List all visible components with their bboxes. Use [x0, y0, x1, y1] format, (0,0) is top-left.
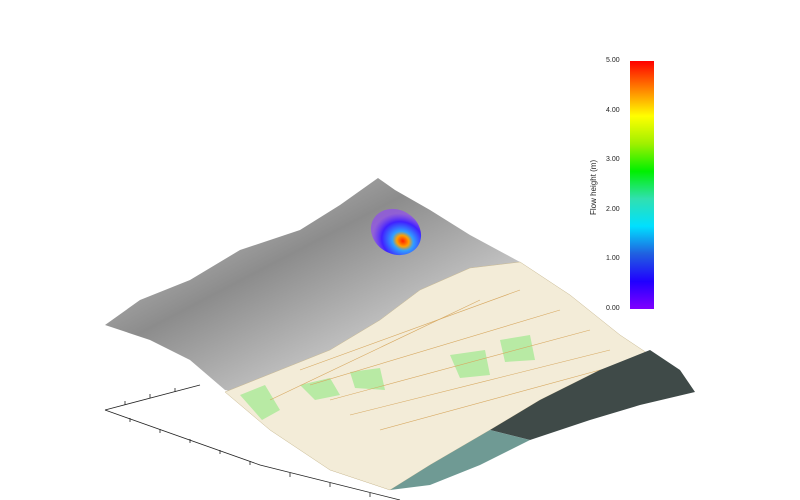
colorbar-title: Flow height (m) — [589, 159, 598, 215]
colorbar-gradient — [630, 61, 654, 309]
colorbar-tick-label: 4.00 — [606, 106, 620, 114]
flow-height-field — [370, 208, 422, 256]
colorbar-tick-label: 2.00 — [606, 205, 620, 213]
forest-areas — [240, 335, 535, 420]
colorbar-tick-label: 3.00 — [606, 156, 620, 164]
contour-lines — [269, 289, 611, 431]
colorbar-tick-label: 5.00 — [606, 57, 620, 64]
lake-area — [390, 430, 530, 490]
coordinate-axes — [104, 384, 401, 500]
aerial-image-overlay — [490, 350, 695, 440]
colorbar-tick-label: 0.00 — [606, 305, 620, 312]
topographic-map-overlay — [224, 261, 651, 491]
colorbar-tick-label: 1.00 — [606, 255, 620, 263]
colorbar — [630, 61, 654, 309]
